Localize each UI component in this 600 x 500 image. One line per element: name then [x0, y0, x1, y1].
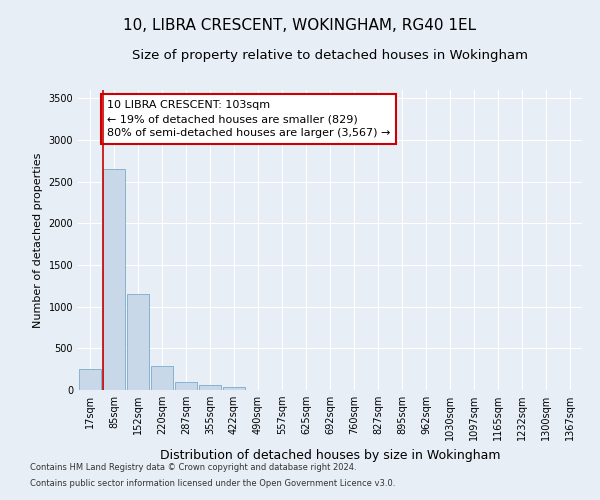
Text: Contains public sector information licensed under the Open Government Licence v3: Contains public sector information licen…: [30, 478, 395, 488]
Bar: [151, 366, 173, 390]
Y-axis label: Number of detached properties: Number of detached properties: [33, 152, 43, 328]
Text: 10 LIBRA CRESCENT: 103sqm
← 19% of detached houses are smaller (829)
80% of semi: 10 LIBRA CRESCENT: 103sqm ← 19% of detac…: [107, 100, 390, 138]
Bar: [223, 386, 245, 390]
Title: Size of property relative to detached houses in Wokingham: Size of property relative to detached ho…: [132, 50, 528, 62]
Bar: [199, 385, 221, 390]
Bar: [79, 369, 101, 390]
Bar: [127, 294, 149, 390]
X-axis label: Distribution of detached houses by size in Wokingham: Distribution of detached houses by size …: [160, 448, 500, 462]
Bar: [103, 169, 125, 390]
Text: Contains HM Land Registry data © Crown copyright and database right 2024.: Contains HM Land Registry data © Crown c…: [30, 464, 356, 472]
Text: 10, LIBRA CRESCENT, WOKINGHAM, RG40 1EL: 10, LIBRA CRESCENT, WOKINGHAM, RG40 1EL: [124, 18, 476, 32]
Bar: [175, 382, 197, 390]
